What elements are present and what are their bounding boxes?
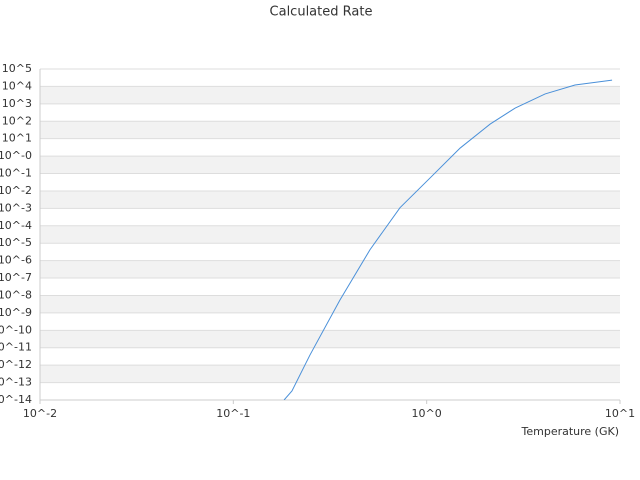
data-line [283,79,613,400]
grid-band [40,190,620,209]
y-tick-label: 10^-8 [0,288,32,301]
grid-band [40,260,620,279]
y-tick-label: 10^-7 [0,271,32,284]
x-tick-label: 10^-2 [23,407,57,420]
y-tick-label: 10^-6 [0,254,32,267]
bands [40,86,620,383]
grid-band [40,225,620,244]
y-tick-label: 10^3 [2,97,32,110]
y-tick-label: 10^5 [2,62,32,75]
y-tick-label: 10^-12 [0,358,32,371]
y-tick-label: 10^-0 [0,149,32,162]
x-tick-label: 10^-1 [216,407,250,420]
grid-band [40,365,620,383]
x-tick-label: 10^1 [605,407,635,420]
y-tick-label: 10^-13 [0,376,32,389]
chart-title: Calculated Rate [270,5,373,20]
grid-band [40,295,620,313]
grid-band [40,156,620,174]
y-tick-label: 10^-1 [0,167,32,180]
y-tick-label: 10^4 [2,79,32,92]
grid-band [40,121,620,139]
grid-band [40,86,620,104]
y-tick-label: 10^-10 [0,323,32,336]
grid-band [40,330,620,348]
y-tick-label: 10^-5 [0,236,32,249]
y-tick-label: 10^-11 [0,341,32,354]
y-tick-label: 10^-3 [0,201,32,214]
x-tick-label: 10^0 [412,407,442,420]
y-tick-label: 10^-2 [0,184,32,197]
x-axis-label: Temperature (GK) [521,425,620,438]
y-tick-label: 10^-14 [0,393,32,406]
y-tick-label: 10^1 [2,132,32,145]
y-tick-label: 10^-9 [0,306,32,319]
y-tick-label: 10^-4 [0,219,32,232]
y-tick-label: 10^2 [2,114,32,127]
